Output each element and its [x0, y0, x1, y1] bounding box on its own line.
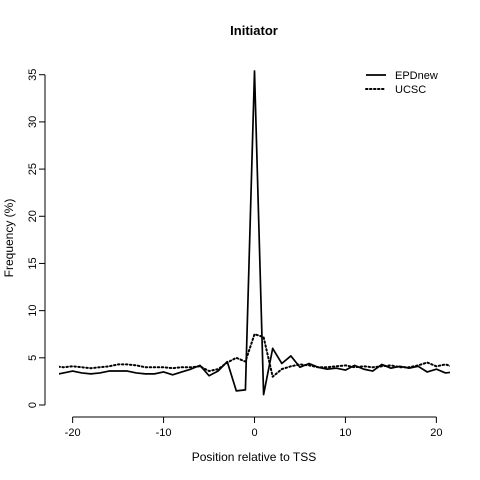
- y-tick-label-2: 10: [27, 305, 39, 317]
- plot-area: [59, 70, 450, 396]
- x-tick-label-1: -10: [156, 427, 172, 439]
- legend-label-ucsc: UCSC: [395, 84, 426, 96]
- x-tick-label-4: 20: [430, 427, 442, 439]
- x-tick-label-3: 10: [339, 427, 351, 439]
- y-tick-label-5: 25: [27, 163, 39, 175]
- y-tick-label-1: 5: [27, 355, 39, 361]
- legend: EPDnew UCSC: [365, 70, 438, 96]
- axes: 0 5 10 15 20 25 30 35 -20 -10 0 10 20: [27, 69, 442, 439]
- y-tick-label-6: 30: [27, 116, 39, 128]
- y-axis-label: Frequency (%): [2, 199, 16, 278]
- x-axis-label: Position relative to TSS: [192, 450, 317, 464]
- series-epdnew: [59, 70, 450, 396]
- chart-title: Initiator: [230, 23, 278, 38]
- series-line-ucsc: [59, 333, 450, 378]
- y-tick-label-4: 20: [27, 210, 39, 222]
- x-tick-label-0: -20: [65, 427, 81, 439]
- y-tick-label-0: 0: [27, 402, 39, 408]
- series-line-epdnew: [59, 70, 450, 396]
- y-tick-label-3: 15: [27, 257, 39, 269]
- x-tick-label-2: 0: [251, 427, 257, 439]
- series-ucsc: [59, 333, 450, 378]
- legend-label-epdnew: EPDnew: [395, 70, 438, 82]
- y-tick-label-7: 35: [27, 69, 39, 81]
